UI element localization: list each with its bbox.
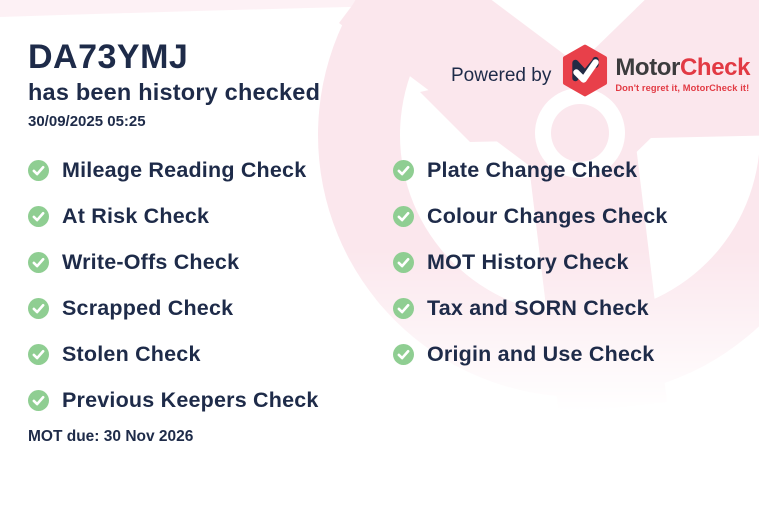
list-item: Origin and Use Check [393, 331, 668, 377]
mot-due-text: MOT due: 30 Nov 2026 [28, 428, 194, 445]
check-circle-icon [393, 297, 414, 319]
brand-name: MotorCheck [615, 56, 750, 80]
list-item: Colour Changes Check [393, 193, 668, 239]
motorcheck-logo: MotorCheck Don't regret it, MotorCheck i… [562, 44, 750, 97]
list-item-label: Plate Change Check [427, 157, 638, 182]
motorcheck-hexagon-m-check-icon [563, 44, 608, 97]
list-item: Tax and SORN Check [393, 285, 668, 331]
check-circle-icon [28, 389, 49, 411]
list-item-label: Tax and SORN Check [427, 295, 649, 320]
check-circle-icon [28, 159, 49, 181]
check-timestamp: 30/09/2025 05:25 [28, 112, 146, 130]
list-item-label: Stolen Check [62, 341, 201, 366]
list-item: Write-Offs Check [28, 239, 319, 285]
list-item: Stolen Check [28, 331, 319, 377]
list-item-label: At Risk Check [62, 203, 210, 228]
list-item: At Risk Check [28, 193, 319, 239]
list-item: Plate Change Check [393, 147, 668, 193]
list-item-label: Mileage Reading Check [62, 157, 307, 182]
brand-tagline: Don't regret it, MotorCheck it! [615, 83, 750, 93]
brand-check: Check [680, 54, 751, 81]
list-item: Mileage Reading Check [28, 147, 319, 193]
check-circle-icon [28, 297, 49, 319]
list-item-label: Origin and Use Check [427, 341, 655, 366]
brand-motor: Motor [615, 54, 680, 81]
powered-by-label: Powered by [451, 64, 552, 86]
checklist-left-column: Mileage Reading Check At Risk Check Writ… [28, 147, 319, 423]
check-circle-icon [393, 251, 414, 273]
check-circle-icon [393, 343, 414, 365]
list-item-label: MOT History Check [427, 249, 629, 274]
check-circle-icon [393, 159, 414, 181]
page-title: has been history checked [28, 78, 321, 105]
list-item-label: Previous Keepers Check [62, 387, 319, 412]
check-circle-icon [28, 205, 49, 227]
header: DA73YMJ has been history checked 30/09/2… [28, 38, 321, 130]
list-item-label: Write-Offs Check [62, 249, 240, 274]
list-item: Scrapped Check [28, 285, 319, 331]
checklist-right-column: Plate Change Check Colour Changes Check … [393, 147, 668, 377]
check-circle-icon [28, 343, 49, 365]
list-item-label: Colour Changes Check [427, 203, 668, 228]
registration-plate: DA73YMJ [28, 38, 189, 76]
powered-by-block: Powered by MotorCheck Don't regret it, M… [451, 44, 750, 97]
list-item-label: Scrapped Check [62, 295, 234, 320]
list-item: Previous Keepers Check [28, 377, 319, 423]
check-circle-icon [28, 251, 49, 273]
motorcheck-wordmark: MotorCheck Don't regret it, MotorCheck i… [615, 48, 750, 94]
list-item: MOT History Check [393, 239, 668, 285]
check-circle-icon [393, 205, 414, 227]
